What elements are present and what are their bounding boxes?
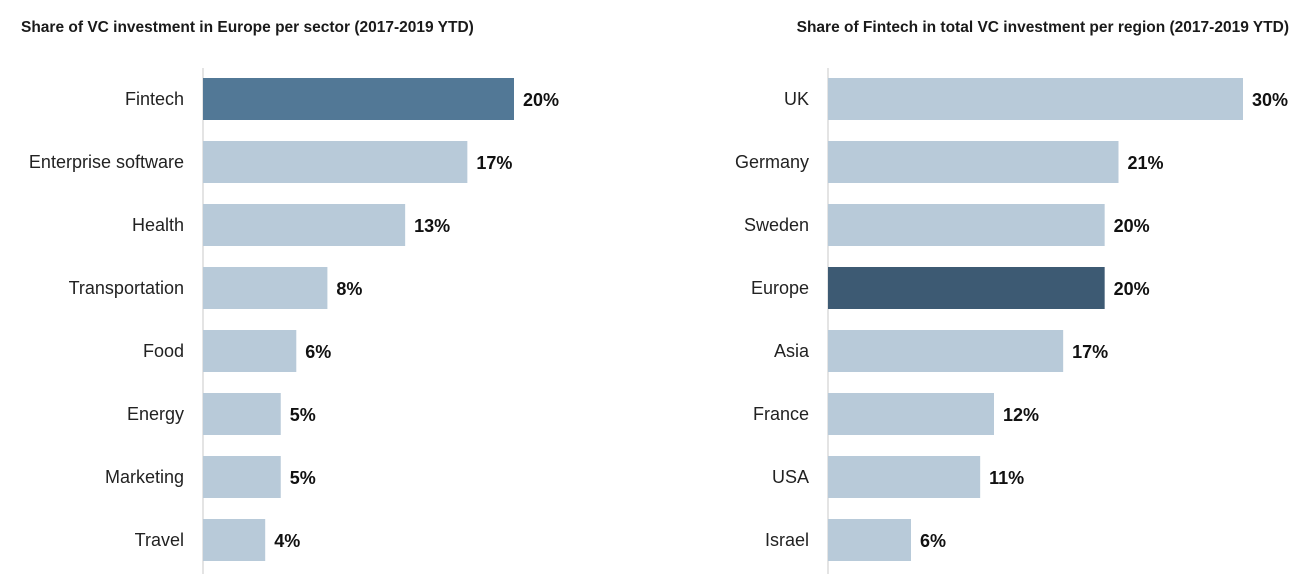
- bar-enterprise-software: [203, 141, 468, 183]
- value-label-travel: 4%: [274, 531, 300, 551]
- bar-travel: [203, 519, 266, 561]
- category-label-uk: UK: [784, 89, 809, 109]
- value-label-marketing: 5%: [290, 468, 316, 488]
- value-label-enterprise-software: 17%: [476, 153, 512, 173]
- category-label-fintech: Fintech: [125, 89, 184, 109]
- bar-usa: [828, 456, 981, 498]
- category-label-israel: Israel: [765, 530, 809, 550]
- category-label-marketing: Marketing: [105, 467, 184, 487]
- category-label-asia: Asia: [774, 341, 810, 361]
- value-label-health: 13%: [414, 216, 450, 236]
- value-label-asia: 17%: [1072, 342, 1108, 362]
- value-label-europe: 20%: [1114, 279, 1150, 299]
- chart-title-sector: Share of VC investment in Europe per sec…: [21, 19, 474, 36]
- category-label-health: Health: [132, 215, 184, 235]
- region-bar-chart: UK 30% Germany 21% Sweden 20% Europe 20% Asia 17%…: [735, 68, 1288, 574]
- value-label-france: 12%: [1003, 405, 1039, 425]
- bar-israel: [828, 519, 911, 561]
- chart-title-region: Share of Fintech in total VC investment …: [796, 19, 1289, 36]
- category-label-enterprise-software: Enterprise software: [29, 152, 184, 172]
- category-label-usa: USA: [772, 467, 809, 487]
- bar-health: [203, 204, 406, 246]
- category-label-europe: Europe: [751, 278, 809, 298]
- category-label-france: France: [753, 404, 809, 424]
- value-label-transportation: 8%: [336, 279, 362, 299]
- value-label-israel: 6%: [920, 531, 946, 551]
- bar-marketing: [203, 456, 281, 498]
- category-label-sweden: Sweden: [744, 215, 809, 235]
- value-label-sweden: 20%: [1114, 216, 1150, 236]
- bar-energy: [203, 393, 281, 435]
- value-label-energy: 5%: [290, 405, 316, 425]
- bar-france: [828, 393, 994, 435]
- bar-food: [203, 330, 297, 372]
- value-label-germany: 21%: [1128, 153, 1164, 173]
- category-label-energy: Energy: [127, 404, 184, 424]
- bar-germany: [828, 141, 1119, 183]
- value-label-uk: 30%: [1252, 90, 1288, 110]
- category-label-travel: Travel: [135, 530, 184, 550]
- value-label-usa: 11%: [989, 468, 1024, 488]
- category-label-food: Food: [143, 341, 184, 361]
- bar-uk: [828, 78, 1243, 120]
- bar-asia: [828, 330, 1064, 372]
- bar-europe: [828, 267, 1105, 309]
- bar-fintech: [203, 78, 514, 120]
- category-label-transportation: Transportation: [69, 278, 184, 298]
- bar-sweden: [828, 204, 1105, 246]
- sector-bar-chart: Fintech 20% Enterprise software 17% Health 13…: [29, 68, 559, 574]
- category-label-germany: Germany: [735, 152, 809, 172]
- value-label-food: 6%: [305, 342, 331, 362]
- value-label-fintech: 20%: [523, 90, 559, 110]
- bar-transportation: [203, 267, 328, 309]
